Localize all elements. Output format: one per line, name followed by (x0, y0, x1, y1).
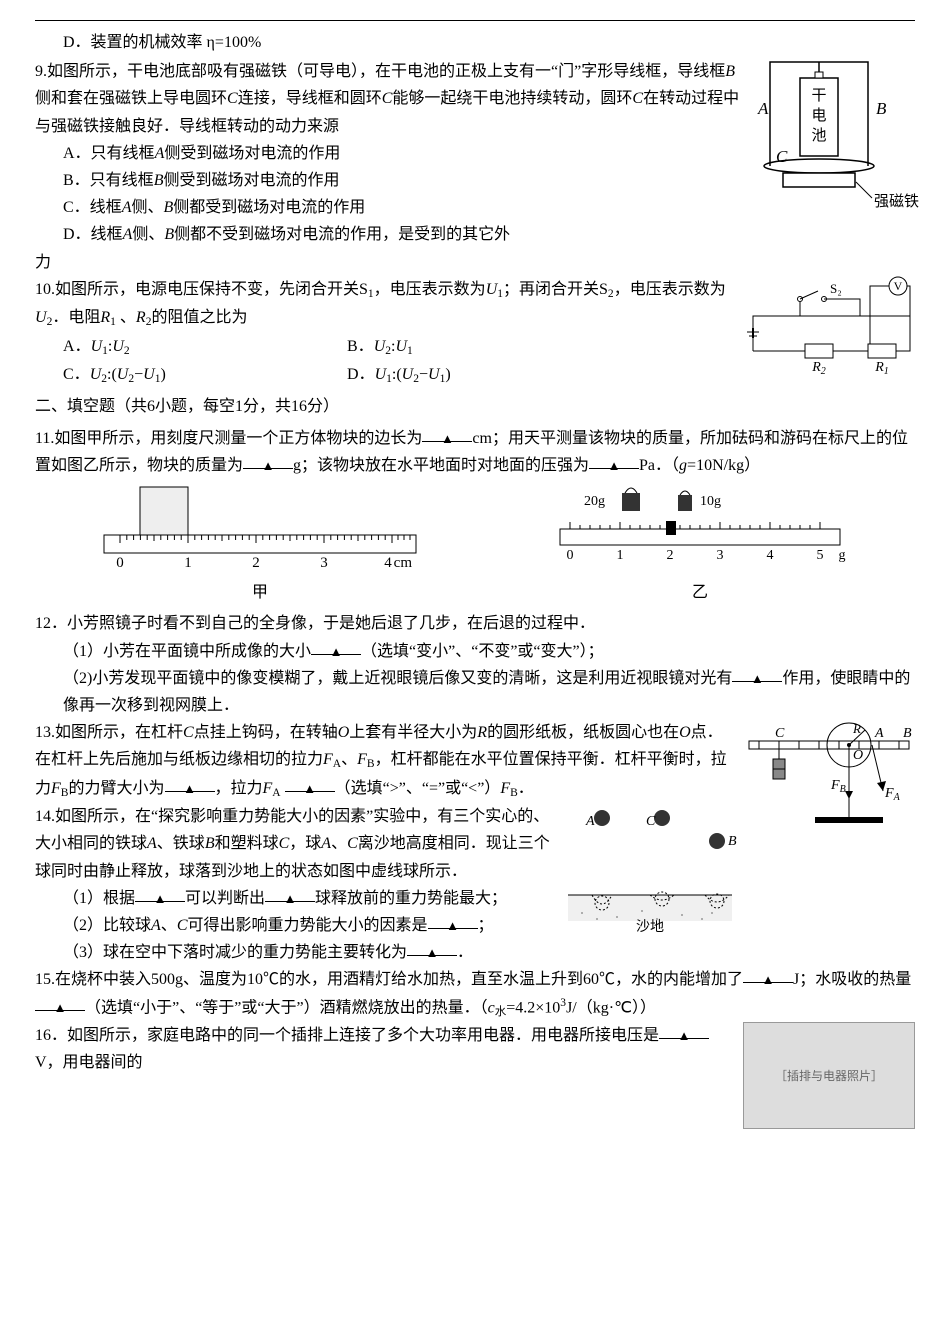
q14-blank-4[interactable] (407, 939, 457, 956)
svg-text:C: C (646, 814, 656, 829)
q11-stem-d: Pa．（g=10N/kg） (639, 457, 760, 474)
svg-text:R: R (852, 721, 861, 736)
svg-text:B: B (903, 726, 912, 741)
q10-R1: R1 (874, 360, 889, 377)
q12-blank-1[interactable] (311, 638, 361, 655)
svg-text:0: 0 (116, 555, 124, 571)
q14-p2: （2）比较球A、C可得出影响重力势能大小的因素是； (35, 912, 915, 939)
q9-stem-a: 9.如图所示，干电池底部吸有强磁铁（可导电），在干电池的正极上支有一“门”字形导… (35, 63, 725, 80)
svg-text:O: O (853, 748, 863, 763)
q9-cell-3: 池 (811, 127, 826, 144)
q9-cell-1: 干 (811, 88, 826, 104)
q10-stem: 10.如图所示，电源电压保持不变，先闭合开关S1，电压表示数为U1；再闭合开关S… (35, 281, 726, 326)
q12-stem: 12．小芳照镜子时看不到自己的全身像，于是她后退了几步，在后退的过程中． (35, 610, 915, 637)
svg-text:cm: cm (394, 555, 413, 571)
q11-cap-1: 甲 (100, 579, 420, 606)
q9-stem-c: 连接，导线框和圆环 (238, 90, 382, 107)
svg-text:C: C (775, 726, 785, 741)
q14-p3: （3）球在空中下落时减少的重力势能主要转化为． (35, 939, 915, 966)
q9: 干 电 池 A B C 强磁铁 9.如图所示，干电池底部吸有强磁铁（可导电），在… (35, 58, 915, 248)
svg-text:10g: 10g (700, 494, 721, 509)
q16-photo: ［插排与电器照片］ (743, 1022, 915, 1129)
q14-blank-1[interactable] (135, 885, 185, 902)
svg-text:5: 5 (817, 548, 824, 563)
svg-text:A: A (585, 814, 595, 829)
svg-text:FA: FA (884, 786, 901, 803)
q11: 11.如图甲所示，用刻度尺测量一个正方体物块的边长为cm；用天平测量该物块的质量… (35, 425, 915, 479)
q8-optD: D．装置的机械效率 η=100% (35, 29, 915, 56)
q9-figure: 干 电 池 A B C 强磁铁 (750, 58, 915, 222)
svg-text:1: 1 (617, 548, 624, 563)
svg-text:FB: FB (830, 778, 846, 795)
q13-fig: O R C A B FA FB (745, 719, 915, 838)
svg-text:A: A (874, 726, 884, 741)
q15: 15.在烧杯中装入500g、温度为10℃的水，用酒精灯给水加热，直至水温上升到6… (35, 966, 915, 1022)
q10-optD: D．U1:(U2−U1) (347, 366, 451, 383)
svg-text:0: 0 (567, 548, 574, 563)
q11-cap-2: 乙 (550, 579, 850, 606)
q11-blank-2[interactable] (243, 452, 293, 469)
q14-blank-2[interactable] (265, 885, 315, 902)
q9-optD-2: 力 (35, 249, 915, 276)
svg-text:g: g (839, 548, 846, 563)
q10-V: V (894, 279, 903, 293)
svg-text:3: 3 (320, 555, 328, 571)
svg-text:沙地: 沙地 (636, 919, 664, 935)
q12-p1: （1）小芳在平面镜中所成像的大小（选填“变小”、“不变”或“变大”）； (35, 638, 915, 665)
q11-fig-ruler: 0 1 2 3 4 cm 甲 (100, 485, 420, 606)
q14-p1: （1）根据可以判断出球释放前的重力势能最大； (35, 885, 915, 912)
q14-blank-3[interactable] (428, 912, 478, 929)
q11-stem-a: 11.如图甲所示，用刻度尺测量一个正方体物块的边长为 (35, 430, 422, 447)
svg-text:4: 4 (384, 555, 392, 571)
q10-S2: S₂ (830, 281, 842, 296)
q15-blank-1[interactable] (743, 966, 793, 983)
q10-fig: V S₂ R2 R1 (750, 276, 915, 385)
q9-label-mag: 强磁铁 (874, 193, 919, 210)
svg-text:B: B (728, 834, 737, 849)
q9-stem-b: 侧和套在强磁铁上导电圆环 (35, 90, 227, 107)
q11-blank-1[interactable] (422, 425, 472, 442)
svg-text:4: 4 (767, 548, 774, 563)
q11-fig-balance: 20g 10g 0 1 2 3 4 5 g 乙 (550, 485, 850, 606)
q9-stem-d: 能够一起绕干电池持续转动，圆环 (392, 90, 632, 107)
q11-stem-c: g；该物块放在水平地面时对地面的压强为 (293, 457, 589, 474)
q13-blank-2[interactable] (285, 775, 335, 792)
svg-text:20g: 20g (584, 494, 605, 509)
svg-text:3: 3 (717, 548, 724, 563)
q12-blank-2[interactable] (732, 665, 782, 682)
q9-cell-2: 电 (811, 107, 826, 124)
q12-p2: （2)小芳发现平面镜中的像变模糊了，戴上近视眼镜后像又变的清晰，这是利用近视眼镜… (35, 665, 915, 719)
q10-R2: R2 (811, 360, 826, 377)
q9-label-A: A (757, 99, 769, 118)
section-2-title: 二、填空题（共6小题，每空1分，共16分） (35, 393, 915, 420)
q15-blank-2[interactable] (35, 994, 85, 1011)
q9-label-B: B (876, 99, 887, 118)
q9-label-C: C (776, 147, 788, 166)
svg-text:2: 2 (252, 555, 260, 571)
q9-optD-1: D．线框A侧、B侧都不受到磁场对电流的作用，是受到的其它外 (35, 221, 915, 248)
q10-optC: C．U2:(U2−U1) (63, 361, 343, 389)
svg-text:1: 1 (184, 555, 192, 571)
q10-optB: B．U2:U1 (347, 338, 413, 355)
q10-optA: A．U1:U2 (63, 333, 343, 361)
q16-blank-1[interactable] (659, 1022, 709, 1039)
svg-text:2: 2 (667, 548, 674, 563)
q13-blank-1[interactable] (165, 775, 215, 792)
q11-blank-3[interactable] (589, 452, 639, 469)
q12: 12．小芳照镜子时看不到自己的全身像，于是她后退了几步，在后退的过程中． （1）… (35, 610, 915, 719)
q14-fig: A C B 沙地 (562, 803, 737, 942)
